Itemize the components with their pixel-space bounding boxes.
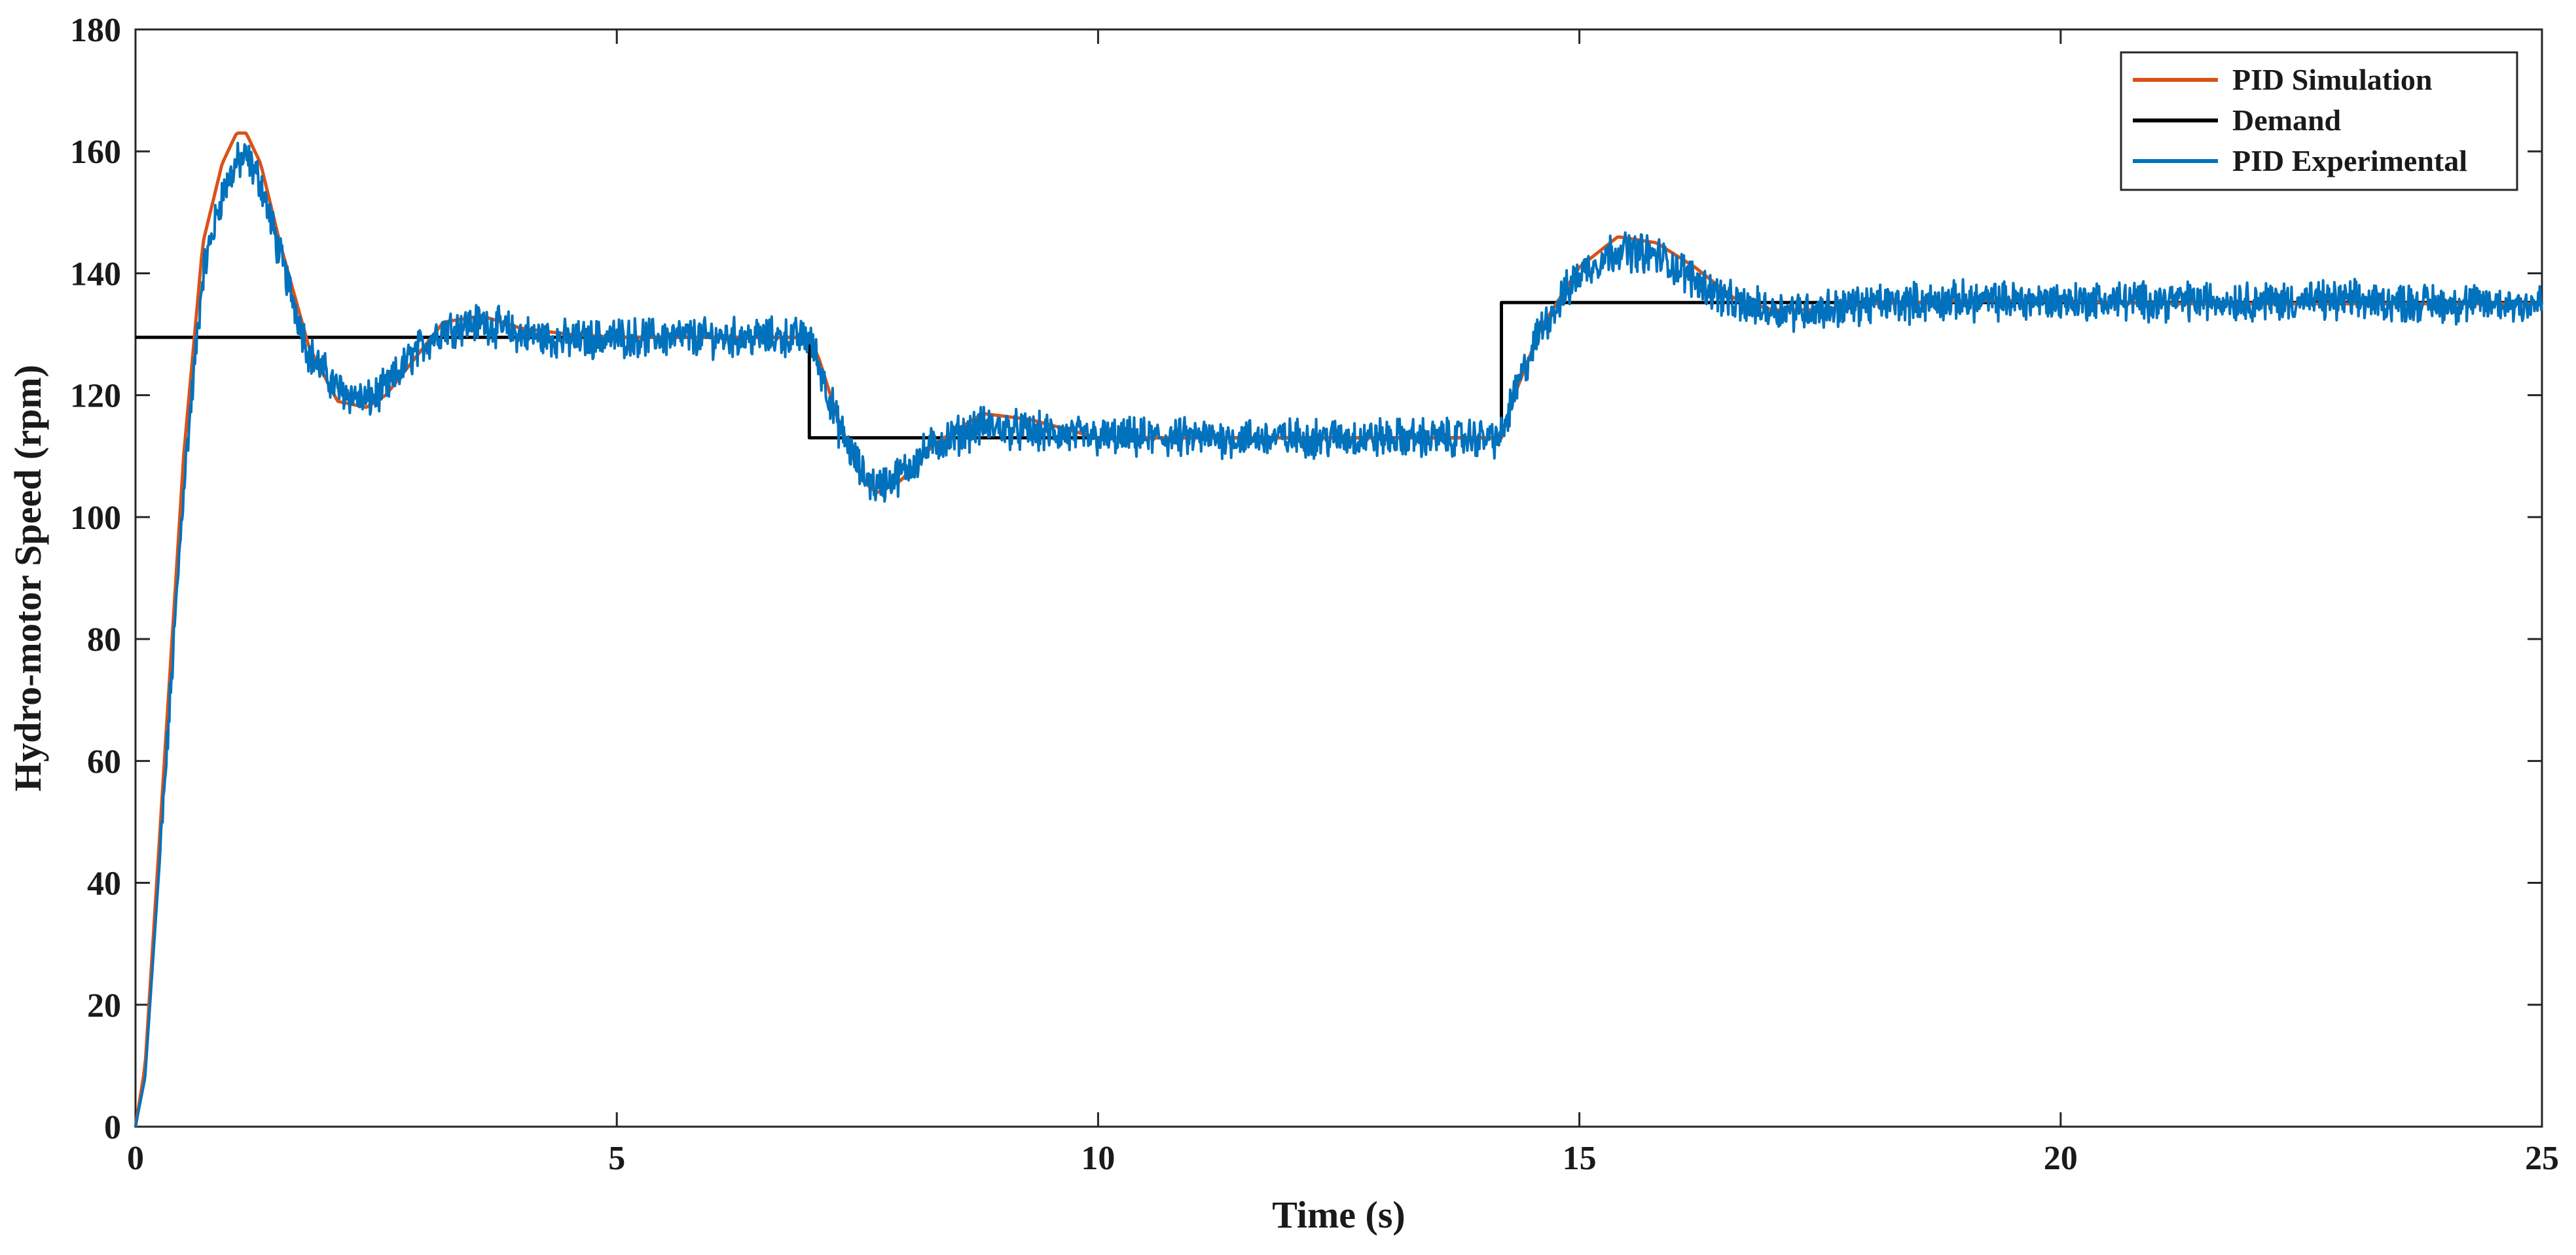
y-tick-label: 20 bbox=[87, 987, 121, 1025]
ticks-layer: 0 5 10 15 20 25 0 20 40 60 80 100 120 140 160 180 bbox=[70, 12, 2559, 1177]
plot-area bbox=[134, 28, 2543, 1128]
y-tick-label: 100 bbox=[70, 500, 121, 537]
series-layer bbox=[134, 131, 2543, 1127]
x-tick-label: 25 bbox=[2525, 1140, 2559, 1177]
y-tick-label: 180 bbox=[70, 12, 121, 49]
y-tick-label: 80 bbox=[87, 621, 121, 659]
series-line-pid-experimental bbox=[134, 141, 2543, 1127]
legend-label-pid-experimental: PID Experimental bbox=[2232, 144, 2467, 177]
y-tick-label: 60 bbox=[87, 743, 121, 780]
x-tick-label: 10 bbox=[1081, 1140, 1115, 1177]
x-tick-label: 0 bbox=[127, 1140, 144, 1177]
y-tick-label: 160 bbox=[70, 134, 121, 171]
y-tick-label: 140 bbox=[70, 255, 121, 293]
y-axis-title: Hydro-motor Speed (rpm) bbox=[7, 365, 49, 791]
x-tick-label: 5 bbox=[608, 1140, 625, 1177]
legend: PID Simulation Demand PID Experimental bbox=[2120, 51, 2518, 191]
x-tick-label: 20 bbox=[2044, 1140, 2078, 1177]
y-tick-label: 0 bbox=[104, 1109, 121, 1146]
y-tick-label: 120 bbox=[70, 378, 121, 415]
x-tick-label: 15 bbox=[1563, 1140, 1597, 1177]
y-tick-label: 40 bbox=[87, 865, 121, 903]
x-axis-title: Time (s) bbox=[1272, 1193, 1406, 1236]
legend-label-demand: Demand bbox=[2232, 103, 2342, 137]
legend-label-pid-simulation: PID Simulation bbox=[2232, 63, 2432, 96]
